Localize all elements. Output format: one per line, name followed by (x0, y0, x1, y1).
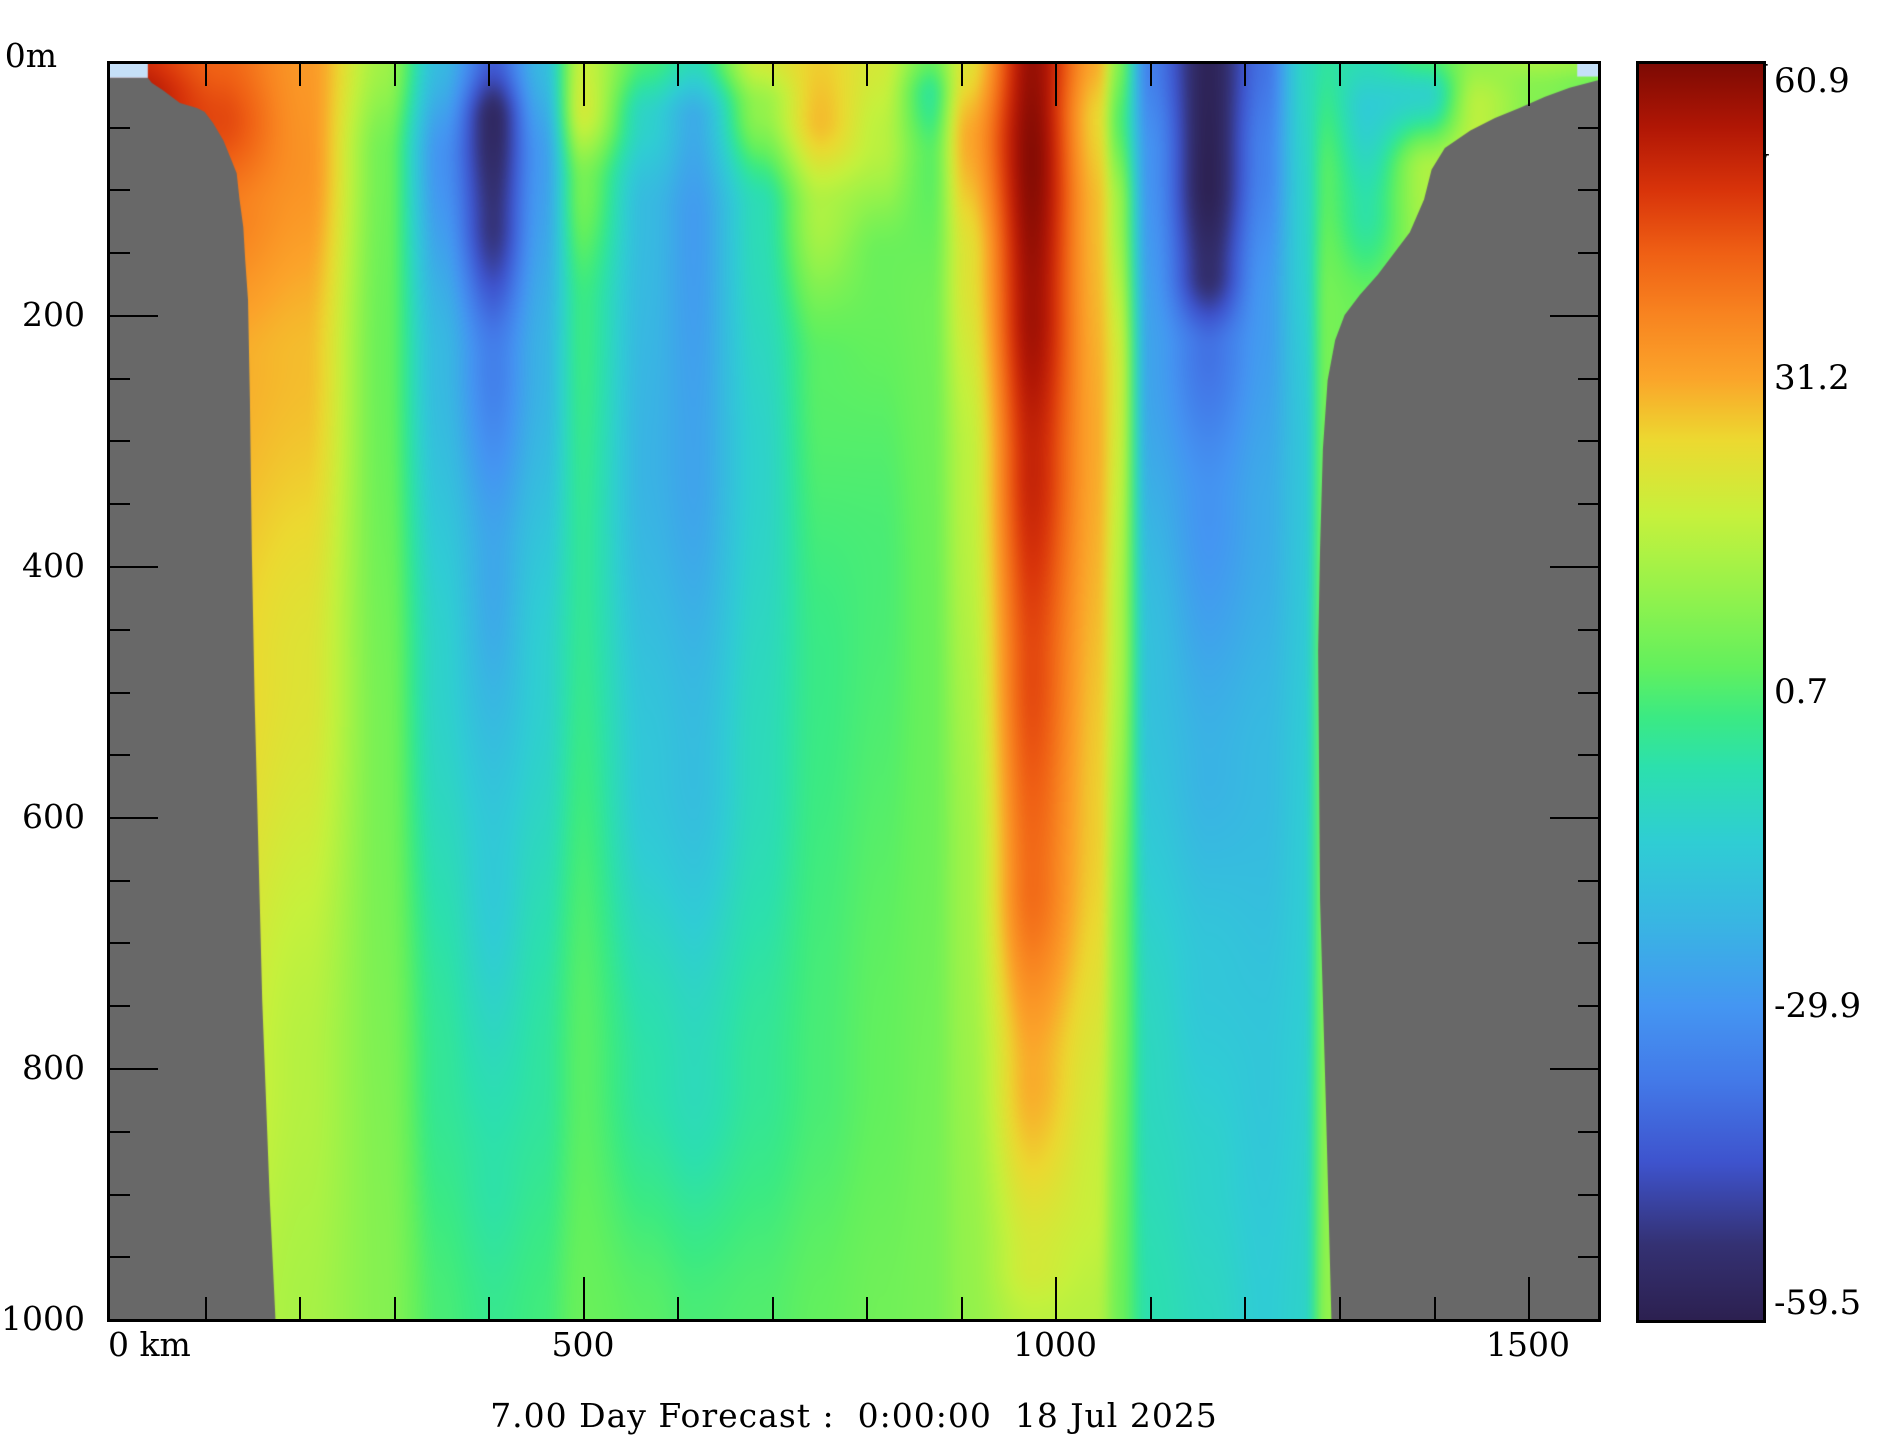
y-tick-left (110, 880, 130, 882)
y-tick-left (110, 378, 130, 380)
y-tick-left (110, 942, 130, 944)
colorbar-tick-label: 0.7 (1774, 672, 1829, 712)
y-tick-left (110, 692, 130, 694)
y-tick-left (110, 629, 130, 631)
depth-axis-label: 200 (22, 295, 85, 334)
y-tick-right (1578, 378, 1598, 380)
figure-caption: 7.00 Day Forecast : 0:00:00 18 Jul 2025 (490, 1396, 1218, 1435)
x-tick-bottom (1434, 1297, 1436, 1319)
y-tick-right (1578, 127, 1598, 129)
y-tick-right (1578, 503, 1598, 505)
y-tick-right (1578, 754, 1598, 756)
x-tick-top (866, 64, 868, 86)
x-tick-top (1339, 64, 1341, 86)
x-tick-top (299, 64, 301, 86)
colorbar-tick-label: 60.9 (1774, 61, 1850, 101)
depth-axis-label: 800 (22, 1048, 85, 1087)
y-tick-right (1578, 1131, 1598, 1133)
x-tick-bottom (488, 1297, 490, 1319)
colorbar-tick-label: -59.5 (1774, 1283, 1862, 1323)
x-tick-top (772, 64, 774, 86)
y-tick-left (110, 1131, 130, 1133)
y-tick-right (1578, 1005, 1598, 1007)
y-tick-left (110, 1068, 158, 1070)
x-tick-top (488, 64, 490, 86)
y-tick-right (1578, 252, 1598, 254)
x-tick-top (1150, 64, 1152, 86)
y-tick-right (1578, 692, 1598, 694)
depth-axis-top-label: 0m (4, 36, 57, 75)
x-tick-top (1434, 64, 1436, 86)
y-tick-left (110, 817, 158, 819)
heatmap-canvas (110, 64, 1598, 1319)
x-tick-top (205, 64, 207, 86)
y-tick-right (1578, 942, 1598, 944)
depth-axis-label: 400 (22, 546, 85, 585)
y-tick-right (1550, 1068, 1598, 1070)
y-tick-left (110, 503, 130, 505)
x-tick-top (961, 64, 963, 86)
y-tick-left (110, 1194, 130, 1196)
depth-axis-label: 1000 (1, 1299, 85, 1338)
x-tick-bottom (205, 1297, 207, 1319)
distance-axis-label: 1500 (1486, 1325, 1570, 1364)
y-tick-right (1550, 315, 1598, 317)
distance-axis-label: 500 (551, 1325, 615, 1364)
depth-axis-label: 600 (22, 797, 85, 836)
x-tick-bottom (866, 1297, 868, 1319)
x-tick-bottom (961, 1297, 963, 1319)
y-tick-left (110, 252, 130, 254)
y-tick-right (1550, 566, 1598, 568)
y-tick-right (1578, 629, 1598, 631)
y-tick-left (110, 440, 130, 442)
x-tick-bottom (1528, 1277, 1530, 1319)
x-tick-top (583, 64, 585, 106)
x-tick-bottom (394, 1297, 396, 1319)
y-tick-right (1578, 440, 1598, 442)
x-tick-bottom (1055, 1277, 1057, 1319)
y-tick-left (110, 315, 158, 317)
x-tick-top (1244, 64, 1246, 86)
x-tick-top (1528, 64, 1530, 106)
y-tick-left (110, 1005, 130, 1007)
x-tick-bottom (1244, 1297, 1246, 1319)
distance-axis-label: 0 km (108, 1325, 191, 1364)
y-tick-left (110, 566, 158, 568)
y-tick-right (1578, 1256, 1598, 1258)
x-tick-top (394, 64, 396, 86)
y-tick-left (110, 127, 130, 129)
x-tick-bottom (772, 1297, 774, 1319)
y-tick-left (110, 189, 130, 191)
colorbar-tick-label: -29.9 (1774, 986, 1862, 1026)
x-tick-bottom (677, 1297, 679, 1319)
y-tick-right (1578, 1194, 1598, 1196)
y-tick-right (1578, 880, 1598, 882)
x-tick-top (1055, 64, 1057, 106)
x-tick-bottom (1150, 1297, 1152, 1319)
x-tick-bottom (299, 1297, 301, 1319)
x-tick-top (677, 64, 679, 86)
y-tick-left (110, 754, 130, 756)
distance-axis-label: 1000 (1013, 1325, 1097, 1364)
y-tick-left (110, 1256, 130, 1258)
y-tick-right (1550, 817, 1598, 819)
y-tick-right (1578, 189, 1598, 191)
x-tick-bottom (1339, 1297, 1341, 1319)
plot-area (107, 61, 1601, 1322)
colorbar-tick-label: 31.2 (1774, 358, 1850, 398)
x-tick-bottom (583, 1277, 585, 1319)
colorbar (1636, 61, 1766, 1323)
